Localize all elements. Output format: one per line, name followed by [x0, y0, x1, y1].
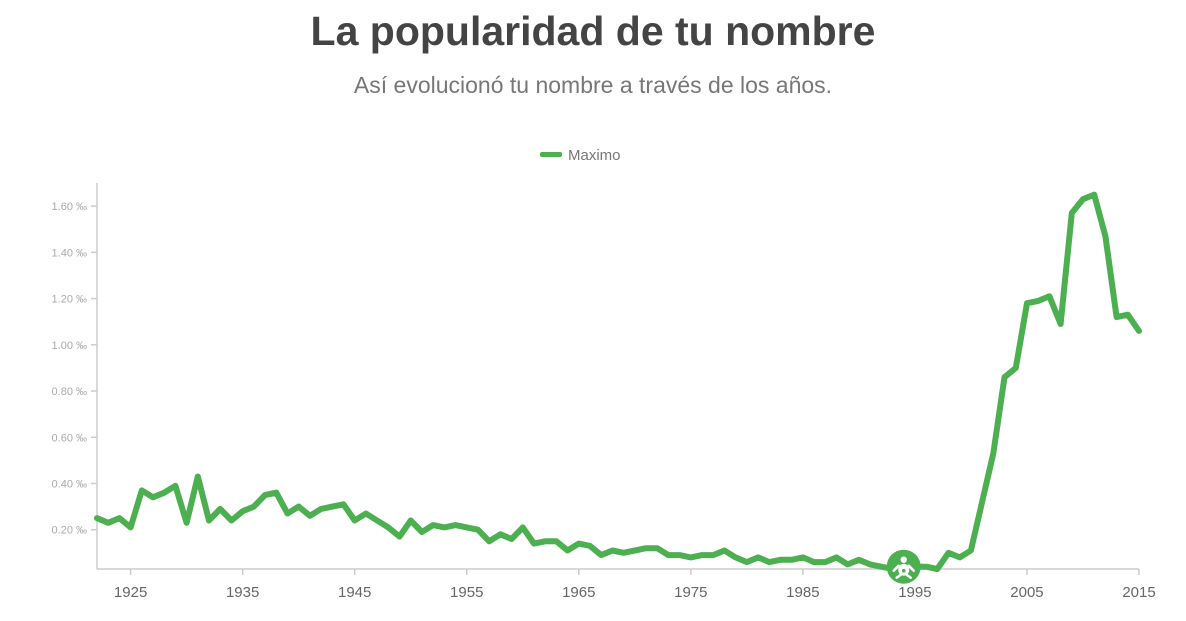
x-tick-label: 1985: [786, 584, 819, 601]
y-tick-label: 1.00 ‰: [52, 340, 87, 352]
birth-year-marker[interactable]: [886, 549, 921, 584]
y-axis: 0.20 ‰ 0.40 ‰ 0.60 ‰ 0.80 ‰ 1.00 ‰ 1.20 ‰ 1.40…: [52, 183, 98, 569]
y-tick-label: 0.80 ‰: [52, 386, 87, 398]
x-tick-label: 2005: [1010, 584, 1043, 601]
legend[interactable]: Maximo: [540, 147, 621, 164]
x-axis: 1925 1935 1945 1955 1965 1975 1985 1995 2005 2015: [97, 568, 1156, 601]
legend-label: Maximo: [568, 147, 621, 164]
x-tick-label: 1945: [338, 584, 371, 601]
x-tick-label: 1935: [226, 584, 259, 601]
x-tick-label: 2015: [1122, 584, 1155, 601]
y-tick-label: 0.60 ‰: [52, 432, 87, 444]
series-line-maximo: [94, 191, 1142, 572]
y-tick-label: 0.40 ‰: [52, 478, 87, 490]
legend-swatch: [540, 152, 562, 157]
marker-layer[interactable]: [886, 549, 921, 584]
y-tick-label: 1.40 ‰: [52, 247, 87, 259]
y-tick-label: 0.20 ‰: [52, 525, 87, 537]
baby-icon: [892, 556, 915, 579]
page-subtitle: Así evolucionó tu nombre a través de los…: [353, 72, 833, 98]
x-tick-label: 1995: [898, 584, 931, 601]
x-tick-label: 1955: [450, 584, 483, 601]
series-layer: [94, 191, 1142, 572]
y-tick-label: 1.60 ‰: [52, 201, 87, 213]
x-tick-label: 1965: [562, 584, 595, 601]
y-tick-label: 1.20 ‰: [52, 294, 87, 306]
page-title: La popularidad de tu nombre: [310, 8, 876, 54]
x-tick-label: 1925: [114, 584, 147, 601]
x-tick-label: 1975: [674, 584, 707, 601]
